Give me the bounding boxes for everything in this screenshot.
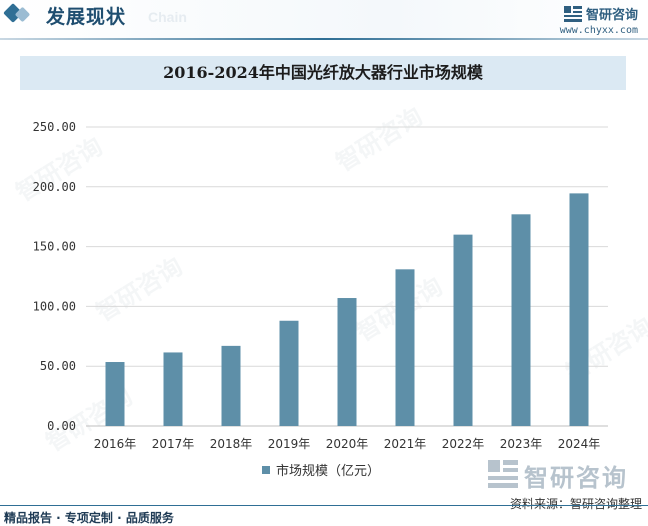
bottom-brand-logo-icon <box>488 459 518 492</box>
chart-title-bar: 2016-2024年中国光纤放大器行业市场规模 <box>20 56 626 90</box>
x-tick-label: 2024年 <box>558 437 601 451</box>
y-tick-label: 0.00 <box>47 419 76 433</box>
brand-name: 智研咨询 <box>585 8 638 23</box>
bar <box>337 298 357 426</box>
bar <box>221 345 241 426</box>
x-tick-label: 2019年 <box>268 437 311 451</box>
y-tick-label: 250.00 <box>33 120 76 134</box>
x-tick-label: 2021年 <box>384 437 427 451</box>
y-tick-label: 150.00 <box>33 240 76 254</box>
x-tick-label: 2020年 <box>326 437 369 451</box>
y-tick-label: 100.00 <box>33 299 76 313</box>
chart-title: 2016-2024年中国光纤放大器行业市场规模 <box>163 63 483 82</box>
section-title: 发展现状 <box>46 6 127 28</box>
bar <box>511 214 531 426</box>
footer-tagline: 精品报告 · 专项定制 · 品质服务 <box>4 511 174 525</box>
x-tick-label: 2017年 <box>152 437 195 451</box>
y-tick-label: 200.00 <box>33 180 76 194</box>
y-tick-label: 50.00 <box>40 359 76 373</box>
header-band: 发展现状 Chain 智研咨询 www.chyxx.com <box>0 0 648 38</box>
x-tick-label: 2016年 <box>94 437 137 451</box>
section-subtitle: Chain <box>148 9 187 25</box>
brand-logo-icon <box>563 5 582 22</box>
data-source: 资料来源：智研咨询整理 <box>509 497 642 511</box>
brand-url: www.chyxx.com <box>559 25 638 36</box>
bottom-brand: 智研咨询 <box>488 458 628 493</box>
x-tick-label: 2023年 <box>500 437 543 451</box>
brand-block: 智研咨询 www.chyxx.com <box>560 4 638 36</box>
legend-swatch <box>262 465 270 474</box>
x-tick-label: 2018年 <box>210 437 253 451</box>
chart-legend: 市场规模（亿元） <box>262 460 380 479</box>
bar <box>163 352 183 426</box>
bar <box>279 320 299 426</box>
bottom-brand-name: 智研咨询 <box>524 464 628 492</box>
bar <box>453 234 473 426</box>
x-tick-label: 2022年 <box>442 437 485 451</box>
footer-divider <box>0 505 648 506</box>
header-divider <box>0 38 648 40</box>
bar <box>105 362 125 426</box>
bar <box>569 193 589 426</box>
bar <box>395 269 415 426</box>
legend-label: 市场规模（亿元） <box>276 464 381 479</box>
